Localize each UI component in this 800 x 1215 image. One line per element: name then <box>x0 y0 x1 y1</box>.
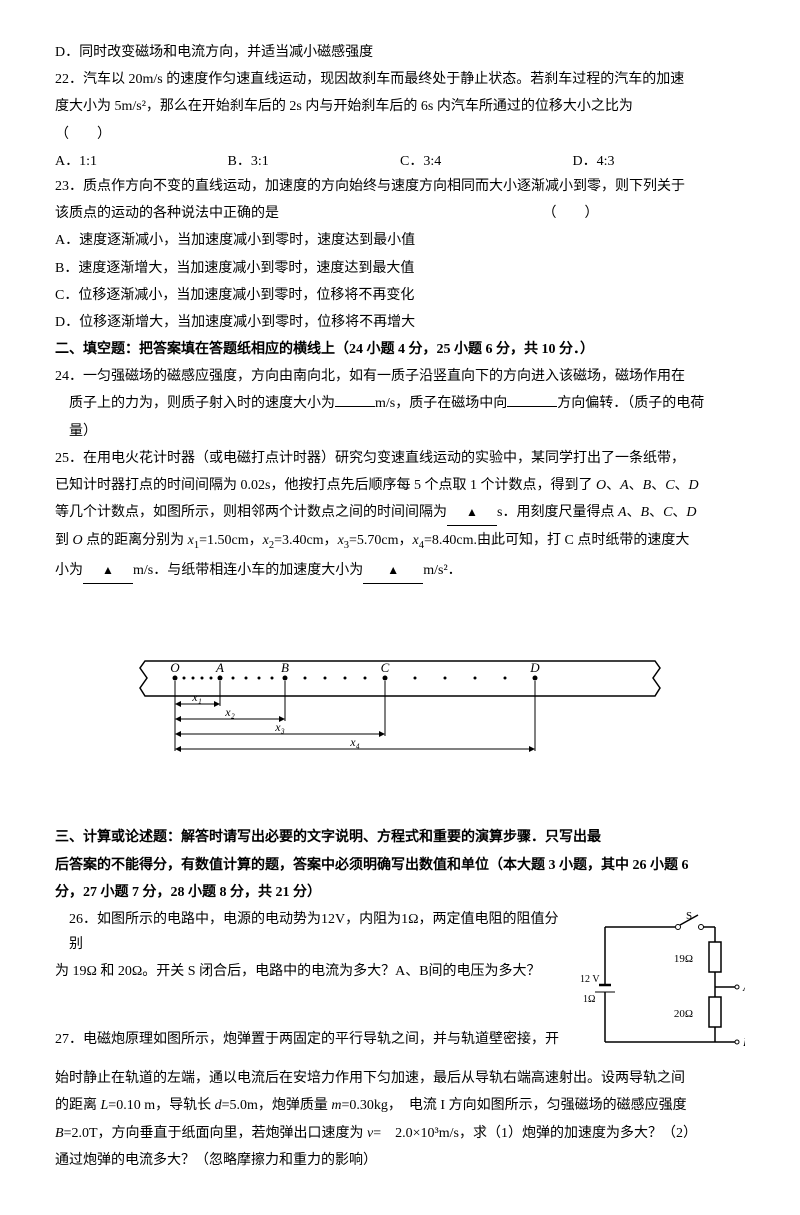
q24-line-1: 24．一匀强磁场的磁感应强度，方向由南向北，如有一质子沿竖直向下的方向进入该磁场… <box>55 364 745 389</box>
q27-l3d: =0.30kg， 电流 I 方向如图所示，匀强磁场的磁感应强度 <box>342 1098 687 1113</box>
q25-blank-1 <box>447 500 497 526</box>
q23-opt-b: B．速度逐渐增大，当加速度减小到零时，速度达到最大值 <box>55 256 745 281</box>
q27-l4b: = 2.0×10³m/s，求（1）炮弹的加速度为多大？（2） <box>373 1126 697 1141</box>
circuit-svg: S 19Ω A 20Ω B 12 V 1Ω <box>575 907 745 1057</box>
q25-line-3: 等几个计数点，如图所示，则相邻两个计数点之间的时间间隔为s．用刻度尺量得点 A、… <box>55 500 745 526</box>
q25-l4a: 小为 <box>55 563 83 578</box>
q21-option-d: D．同时改变磁场和电流方向，并适当减小磁感强度 <box>55 40 745 65</box>
q27-line-5: 通过炮弹的电流多大？（忽略摩擦力和重力的影响） <box>55 1148 745 1173</box>
q25-l4c: m/s²． <box>423 563 461 578</box>
q27-l3c: =5.0m，炮弹质量 <box>222 1098 332 1113</box>
q25-label-b: B <box>643 478 652 493</box>
svg-text:C: C <box>381 660 390 675</box>
q25-line-2: 已知计时器打点的时间间隔为 0.02s，他按打点先后顺序每 5 个点取 1 个计… <box>55 473 745 498</box>
q25-label-o: O <box>596 478 606 493</box>
q27-line-4: B=2.0T，方向垂直于纸面向里，若炮弹出口速度为 v= 2.0×10³m/s，… <box>55 1121 745 1146</box>
q22-stem-3: （ ） <box>55 122 745 147</box>
svg-text:B: B <box>281 660 289 675</box>
q22-opt-d: D．4:3 <box>573 149 746 174</box>
svg-text:19Ω: 19Ω <box>674 953 693 965</box>
svg-text:D: D <box>529 660 540 675</box>
q27-line-3: 的距离 L=0.10 m，导轨长 d=5.0m，炮弹质量 m=0.30kg， 电… <box>55 1093 745 1118</box>
q25-l3d: =3.40cm， <box>274 533 338 548</box>
svg-text:20Ω: 20Ω <box>674 1008 693 1020</box>
svg-text:B: B <box>743 1035 745 1049</box>
q23-opt-d: D．位移逐渐增大，当加速度减小到零时，位移将不再增大 <box>55 310 745 335</box>
svg-text:1Ω: 1Ω <box>583 994 595 1005</box>
svg-text:A: A <box>215 660 224 675</box>
q24-l2a: 质子上的力为，则质子射入时的速度大小为 <box>69 396 335 411</box>
q24-line-3: 量） <box>55 419 745 444</box>
circuit-diagram: S 19Ω A 20Ω B 12 V 1Ω <box>575 907 745 1066</box>
q22-options: A．1:1 B．3:1 C．3:4 D．4:3 <box>55 149 745 174</box>
q25-l4b: m/s．与纸带相连小车的加速度大小为 <box>133 563 363 578</box>
q24-l2b: m/s，质子在磁场中向 <box>375 396 507 411</box>
q22-opt-a: A．1:1 <box>55 149 228 174</box>
section-3-line-2: 后答案的不能得分，有数值计算的题，答案中必须明确写出数值和单位（本大题 3 小题… <box>55 853 745 878</box>
q22-opt-c: C．3:4 <box>400 149 573 174</box>
q25-label-a2: A <box>618 505 627 520</box>
q25-l2c: s．用刻度尺量得点 <box>497 505 618 520</box>
q25-label-d2: D <box>686 505 696 520</box>
q25-label-b2: B <box>641 505 650 520</box>
svg-text:x₄: x₄ <box>349 735 360 749</box>
q23-opt-c: C．位移逐渐减小，当加速度减小到零时，位移将不再变化 <box>55 283 745 308</box>
q25-l2a: 已知计时器打点的时间间隔为 0.02s，他按打点先后顺序每 5 个点取 1 个计… <box>55 478 596 493</box>
q27-l3b: =0.10 m，导轨长 <box>108 1098 214 1113</box>
q27-l3a: 的距离 <box>55 1098 101 1113</box>
svg-text:O: O <box>170 660 180 675</box>
q25-l3e: =5.70cm， <box>349 533 413 548</box>
q25-l3b: 点的距离分别为 <box>83 533 188 548</box>
tape-diagram: O A B C D x₁ x₂ x₃ x₄ <box>135 656 665 775</box>
q24-l2c: 方向偏转．（质子的电荷 <box>557 396 704 411</box>
section-3-line-3: 分，27 小题 7 分，28 小题 8 分，共 21 分） <box>55 880 745 905</box>
q24-line-2: 质子上的力为，则质子射入时的速度大小为 m/s，质子在磁场中向 方向偏转．（质子的电… <box>55 391 745 416</box>
q22-opt-b: B．3:1 <box>228 149 401 174</box>
tape-svg: O A B C D x₁ x₂ x₃ x₄ <box>135 656 665 766</box>
q23-opt-a: A．速度逐渐减小，当加速度减小到零时，速度达到最小值 <box>55 228 745 253</box>
q27-l4a: =2.0T，方向垂直于纸面向里，若炮弹出口速度为 <box>64 1126 367 1141</box>
q25-label-c2: C <box>663 505 672 520</box>
q25-blank-3 <box>363 558 423 584</box>
q22-stem-2: 度大小为 5m/s²，那么在开始刹车后的 2s 内与开始刹车后的 6s 内汽车所… <box>55 94 745 119</box>
svg-text:x₃: x₃ <box>274 720 285 734</box>
q25-l3a: 到 <box>55 533 73 548</box>
q25-l3c: =1.50cm， <box>199 533 263 548</box>
svg-text:x₂: x₂ <box>224 705 235 719</box>
q22-stem-1: 22．汽车以 20m/s 的速度作匀速直线运动，现因故刹车而最终处于静止状态。若… <box>55 67 745 92</box>
q23-stem-1: 23．质点作方向不变的直线运动，加速度的方向始终与速度方向相同而大小逐渐减小到零… <box>55 174 745 199</box>
section-3-line-1: 三、计算或论述题：解答时请写出必要的文字说明、方程式和重要的演算步骤．只写出最 <box>55 825 745 850</box>
q25-blank-2 <box>83 558 133 584</box>
section-2-title: 二、填空题：把答案填在答题纸相应的横线上（24 小题 4 分，25 小题 6 分… <box>55 337 745 362</box>
q25-line-1: 25．在用电火花计时器（或电磁打点计时器）研究匀变速直线运动的实验中，某同学打出… <box>55 446 745 471</box>
svg-text:12 V: 12 V <box>580 974 600 985</box>
q25-label-o2: O <box>73 533 83 548</box>
q25-line-5: 小为 m/s．与纸带相连小车的加速度大小为 m/s²． <box>55 558 745 584</box>
svg-text:x₁: x₁ <box>191 690 202 704</box>
q25-label-d: D <box>689 478 699 493</box>
q25-l2b: 等几个计数点，如图所示，则相邻两个计数点之间的时间间隔为 <box>55 505 447 520</box>
svg-text:A: A <box>742 980 745 994</box>
q27-line-2: 始时静止在轨道的左端，通以电流后在安培力作用下匀加速，最后从导轨右端高速射出。设… <box>55 1066 745 1091</box>
svg-text:S: S <box>686 910 692 922</box>
q25-label-a: A <box>620 478 629 493</box>
q23-stem-2-text: 该质点的运动的各种说法中正确的是 <box>55 206 279 221</box>
q24-blank-1 <box>335 393 375 407</box>
q25-l3f: =8.40cm.由此可知，打 C 点时纸带的速度大 <box>424 533 689 548</box>
q25-line-4: 到 O 点的距离分别为 x1=1.50cm，x2=3.40cm，x3=5.70c… <box>55 528 745 556</box>
q25-label-c: C <box>665 478 674 493</box>
q24-blank-2 <box>507 393 557 407</box>
q23-stem-2: 该质点的运动的各种说法中正确的是 （ ） <box>55 201 745 226</box>
